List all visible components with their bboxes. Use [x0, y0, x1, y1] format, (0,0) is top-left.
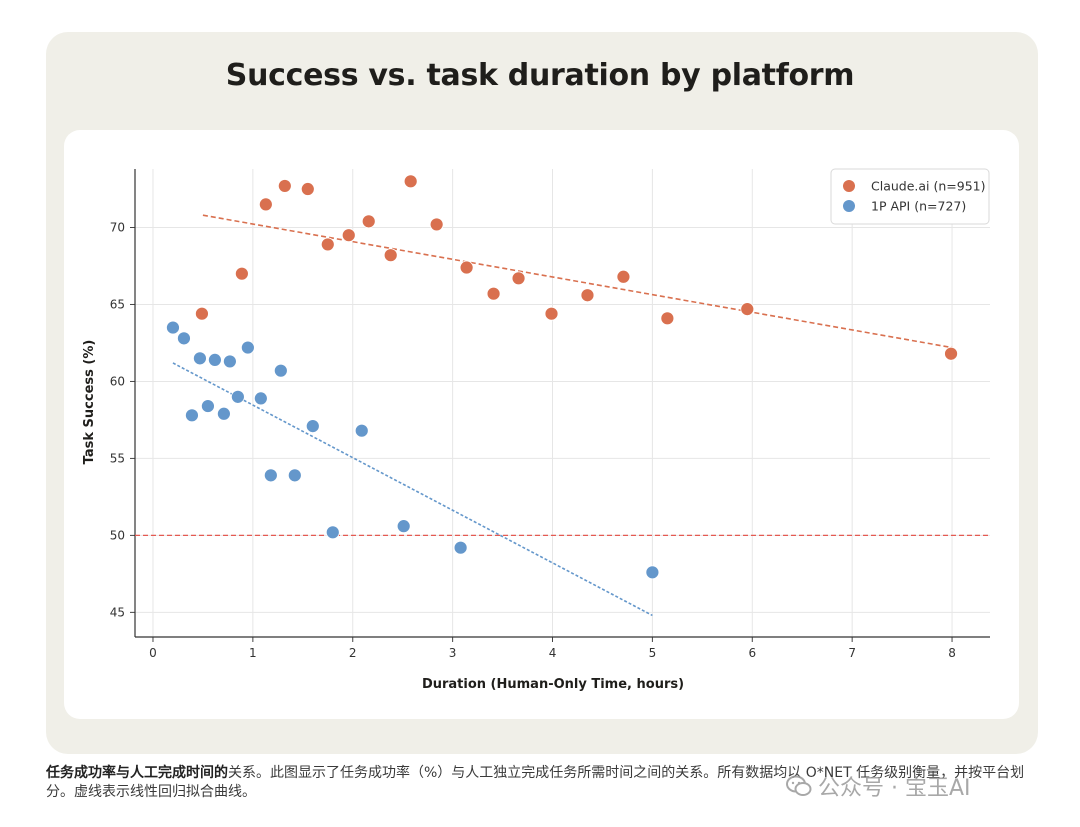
x-tick-label: 8	[948, 646, 956, 660]
point-claude	[383, 248, 398, 263]
point-api	[325, 525, 340, 540]
point-claude	[459, 260, 474, 275]
legend-marker-api	[843, 200, 855, 212]
trend-line-claude	[202, 214, 953, 349]
y-tick-label: 60	[110, 374, 125, 388]
watermark: 公众号 · 宝玉AI	[786, 770, 971, 802]
point-claude	[258, 197, 273, 212]
point-claude	[486, 286, 501, 301]
y-tick-label: 45	[110, 605, 125, 619]
x-tick-label: 0	[149, 646, 157, 660]
legend-label-api: 1P API (n=727)	[871, 199, 966, 214]
point-claude	[944, 346, 958, 361]
point-api	[201, 399, 215, 413]
point-claude	[616, 269, 631, 284]
point-api	[177, 331, 191, 346]
point-api	[305, 419, 320, 433]
point-api	[273, 363, 288, 378]
point-api	[166, 320, 180, 335]
chart-title: Success vs. task duration by platform	[225, 58, 855, 93]
x-tick-label: 3	[449, 646, 457, 660]
point-claude	[740, 302, 755, 316]
grid-lines	[135, 169, 990, 637]
y-tick-label: 65	[110, 297, 125, 311]
point-api	[240, 340, 255, 355]
x-tick-label: 6	[748, 646, 756, 660]
point-claude	[429, 217, 444, 232]
x-tick-label: 5	[649, 646, 657, 660]
trend-line-api	[172, 362, 653, 617]
point-api	[396, 519, 411, 534]
point-api	[263, 468, 278, 483]
point-claude	[195, 306, 209, 321]
y-tick-label: 50	[110, 528, 125, 542]
point-api	[208, 352, 222, 367]
point-claude	[403, 174, 418, 189]
caption-bold: 任务成功率与人工完成时间的	[46, 765, 228, 781]
point-claude	[660, 311, 675, 326]
point-api	[222, 354, 237, 369]
point-api	[185, 408, 199, 423]
point-claude	[361, 214, 376, 229]
figure-caption: 任务成功率与人工完成时间的关系。此图显示了任务成功率（%）与人工独立完成任务所需…	[46, 764, 1046, 802]
y-tick-label: 55	[110, 451, 125, 465]
point-api	[453, 540, 468, 555]
point-claude	[300, 182, 315, 196]
trend-lines	[172, 214, 953, 617]
caption-text: 关系。此图显示了任务成功率（%）与人工独立完成任务所需时间之间的关系。所有数据均…	[46, 765, 1025, 800]
legend-label-claude: Claude.ai (n=951)	[871, 179, 986, 194]
legend-marker-claude	[843, 180, 855, 192]
legend-box	[830, 168, 990, 225]
axes	[130, 169, 990, 642]
watermark-text: 公众号 · 宝玉AI	[818, 776, 971, 801]
point-claude	[234, 266, 249, 281]
x-tick-label: 4	[549, 646, 557, 660]
point-api	[287, 468, 302, 483]
data-points	[166, 174, 958, 580]
y-axis-label: Task Success (%)	[82, 340, 97, 465]
legend: Claude.ai (n=951) 1P API (n=727)	[830, 168, 990, 225]
x-axis-label: Duration (Human-Only Time, hours)	[422, 677, 684, 692]
point-claude	[511, 271, 526, 286]
point-api	[645, 565, 660, 580]
y-tick-label: 70	[110, 221, 125, 235]
x-tick-label: 7	[848, 646, 856, 660]
point-api	[354, 423, 369, 438]
x-tick-label: 1	[249, 646, 257, 660]
point-claude	[277, 179, 292, 193]
point-api	[230, 389, 245, 404]
point-claude	[580, 288, 595, 303]
wechat-icon	[786, 775, 812, 796]
point-claude	[544, 306, 559, 321]
plot-panel	[64, 130, 1019, 719]
point-claude	[320, 237, 335, 252]
point-api	[253, 391, 268, 406]
point-api	[193, 351, 207, 366]
point-claude	[341, 228, 356, 243]
point-api	[216, 406, 231, 421]
x-tick-label: 2	[349, 646, 357, 660]
